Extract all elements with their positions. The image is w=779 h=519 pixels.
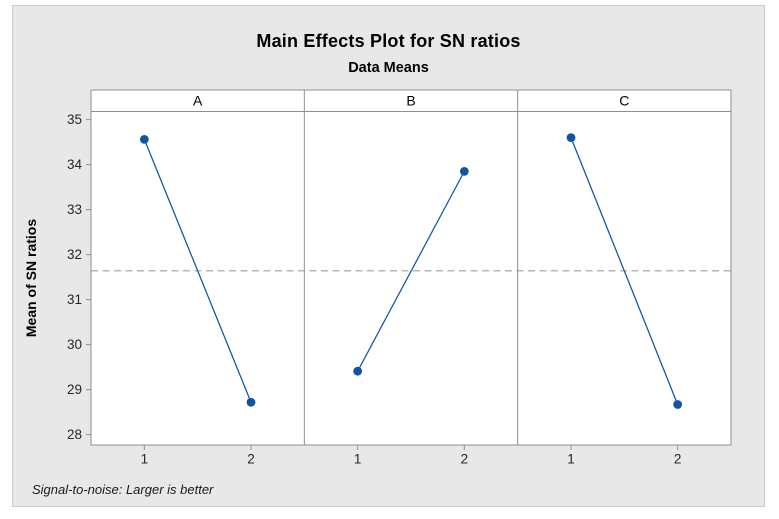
data-point-C-level1 [566, 133, 576, 143]
x-tick-label: 2 [247, 452, 255, 467]
y-tick-label: 34 [67, 157, 83, 172]
x-tick-label: 1 [567, 452, 575, 467]
main-effects-plot-area: A 1 2 B 1 2 C 1 2 35 34 33 32 31 30 29 28 [67, 89, 732, 467]
data-point-C-level2 [673, 400, 683, 409]
y-tick-label: 31 [67, 292, 82, 307]
panel-label-A: A [193, 93, 203, 109]
data-point-A-level1 [139, 135, 149, 144]
series-line-A [143, 139, 252, 403]
series-line-C [570, 137, 679, 405]
footer-note: Signal-to-noise: Larger is better [32, 482, 214, 497]
y-tick-label: 30 [67, 337, 82, 352]
plot-background [91, 90, 731, 445]
plot-frame [90, 111, 732, 446]
chart-subtitle: Data Means [348, 60, 429, 76]
panel-label-B: B [406, 93, 415, 109]
y-tick-label: 32 [67, 247, 82, 262]
x-tick-label: 2 [674, 452, 682, 467]
y-tick-label: 29 [67, 382, 82, 397]
chart-title: Main Effects Plot for SN ratios [256, 31, 521, 51]
data-point-B-level1 [353, 366, 363, 376]
y-tick-label: 35 [67, 112, 82, 127]
series-line-B [357, 171, 465, 372]
x-tick-label: 2 [461, 452, 469, 467]
y-tick-label: 33 [67, 202, 82, 217]
y-tick-label: 28 [67, 427, 82, 442]
graph-canvas: Main Effects Plot for SN ratios Data Mea… [12, 5, 765, 507]
data-point-A-level2 [246, 397, 256, 407]
x-tick-label: 1 [354, 452, 362, 467]
panel-label-C: C [619, 93, 629, 109]
x-tick-label: 1 [141, 452, 149, 467]
data-point-B-level2 [459, 166, 469, 176]
